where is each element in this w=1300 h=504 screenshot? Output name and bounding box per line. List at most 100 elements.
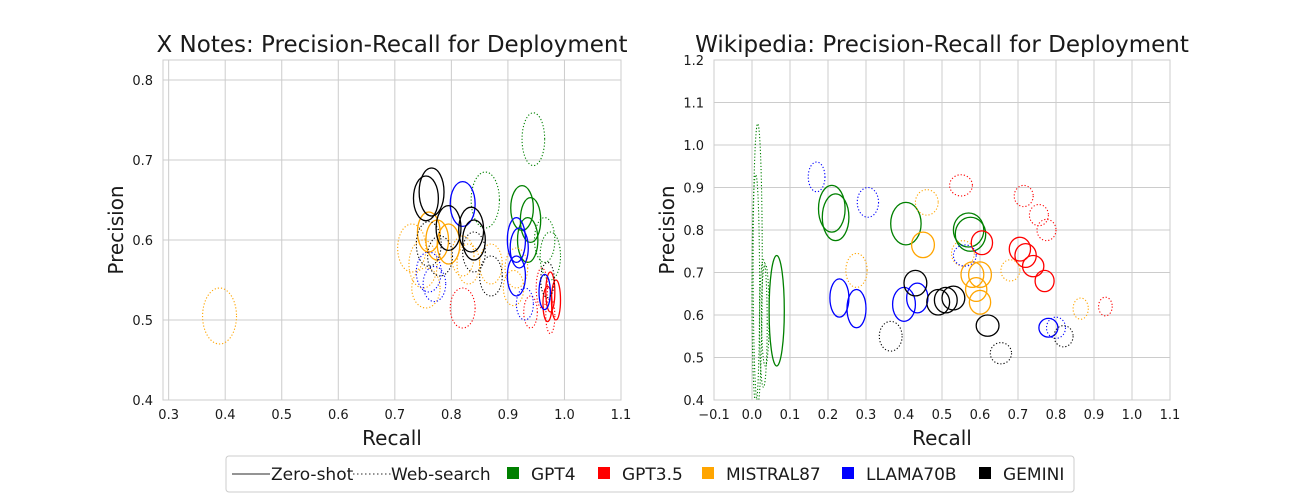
wikipedia-ellipse-gpt4-dotted bbox=[752, 123, 763, 400]
xnotes-ellipse-llama70b-solid bbox=[509, 227, 529, 269]
wikipedia-ellipse-gpt35-dotted bbox=[949, 174, 973, 197]
wikipedia-ellipse-llama70b-dotted bbox=[952, 244, 977, 267]
wikipedia-ellipse-mistral87-dotted bbox=[845, 252, 868, 288]
wikipedia-ellipse-llama70b-dotted bbox=[856, 186, 880, 218]
wikipedia-ellipse-gpt4-solid bbox=[817, 184, 846, 233]
wikipedia-ellipse-gpt35-solid bbox=[970, 230, 994, 256]
legend-label-gpt4: GPT4 bbox=[531, 465, 576, 485]
xnotes-ellipse-gpt4-solid bbox=[516, 216, 539, 264]
xnotes-y-tick-label: 0.8 bbox=[132, 74, 153, 89]
wikipedia-y-tick-label: 0.4 bbox=[683, 394, 704, 409]
wikipedia-ellipse-gpt35-solid bbox=[1034, 269, 1055, 293]
wikipedia-ellipse-gpt4-dotted bbox=[759, 259, 768, 388]
xnotes-y-tick-label: 0.7 bbox=[132, 154, 153, 169]
xnotes-ellipse-gemini-dotted bbox=[479, 255, 503, 297]
wikipedia-x-tick-label: 0.0 bbox=[742, 408, 763, 423]
xnotes-x-tick-label: 0.5 bbox=[271, 408, 292, 423]
xnotes-ellipse-llama70b-dotted bbox=[422, 265, 447, 303]
wikipedia-y-tick-label: 0.5 bbox=[683, 352, 704, 367]
xnotes-ellipse-llama70b-solid bbox=[538, 273, 551, 311]
xnotes-ellipse-llama70b-dotted bbox=[415, 251, 442, 293]
xnotes-ellipse-llama70b-solid bbox=[506, 216, 527, 264]
wikipedia-x-tick-label: 0.3 bbox=[856, 408, 877, 423]
wikipedia-plot-frame bbox=[713, 59, 1171, 401]
wikipedia-y-tick-label: 1.2 bbox=[683, 54, 704, 69]
xnotes-x-tick-label: 0.8 bbox=[441, 408, 462, 423]
xnotes-ellipse-gpt35-solid bbox=[542, 285, 553, 323]
wikipedia-x-tick-label: 0.2 bbox=[818, 408, 839, 423]
wikipedia-ellipse-mistral87-dotted bbox=[914, 189, 939, 216]
xnotes-y-tick-label: 0.4 bbox=[132, 394, 153, 409]
wikipedia-ellipse-llama70b-solid bbox=[1038, 317, 1059, 338]
wikipedia-ellipse-gpt35-solid bbox=[1021, 254, 1045, 278]
wikipedia-ellipse-gpt4-solid bbox=[954, 216, 987, 252]
wikipedia-y-ticks: 0.4 0.5 0.6 0.7 0.8 0.9 1.0 1.1 1.2 bbox=[683, 54, 704, 409]
xnotes-ellipses bbox=[202, 112, 562, 345]
xnotes-x-tick-label: 1.0 bbox=[554, 408, 575, 423]
legend-swatch-gpt4 bbox=[507, 467, 519, 479]
wikipedia-ellipse-gemini-dotted bbox=[989, 342, 1013, 365]
legend-label-llama70b: LLAMA70B bbox=[866, 465, 957, 485]
xnotes-ellipse-gemini-dotted bbox=[540, 261, 555, 299]
xnotes-plot: 0.3 0.4 0.5 0.6 0.7 0.8 0.9 1.0 1.1 0.4 0.5 0.6 0.7… bbox=[104, 32, 631, 450]
xnotes-ellipse-mistral87-dotted bbox=[397, 223, 427, 273]
wikipedia-plot: −0.1 0.0 0.1 0.2 0.3 0.4 0.5 0.6 0.7 0.8 0.9 1.0 1.1… bbox=[655, 32, 1189, 450]
wikipedia-ellipse-mistral87-dotted bbox=[1072, 297, 1089, 320]
xnotes-ellipse-mistral87-dotted bbox=[479, 243, 503, 285]
xnotes-ellipse-gemini-solid bbox=[412, 175, 440, 222]
xnotes-ellipse-gpt35-solid bbox=[550, 279, 562, 321]
xnotes-ellipse-mistral87-dotted bbox=[504, 247, 529, 289]
xnotes-x-tick-label: 0.6 bbox=[328, 408, 349, 423]
wikipedia-x-tick-label: 0.8 bbox=[1046, 408, 1067, 423]
xnotes-ellipse-mistral87-dotted bbox=[202, 287, 238, 345]
legend-swatch-gemini bbox=[979, 467, 991, 479]
wikipedia-ellipse-gpt4-dotted bbox=[751, 174, 761, 400]
xnotes-ellipse-gpt35-dotted bbox=[523, 295, 538, 329]
xnotes-ellipse-gemini-solid bbox=[418, 167, 445, 217]
wikipedia-x-axis-label: Recall bbox=[912, 426, 972, 450]
xnotes-ellipse-gpt35-dotted bbox=[449, 287, 476, 329]
xnotes-ellipse-gemini-solid bbox=[462, 219, 486, 261]
xnotes-grid bbox=[163, 60, 622, 401]
xnotes-ellipse-mistral87-dotted bbox=[408, 239, 438, 289]
xnotes-ellipse-llama70b-dotted bbox=[515, 287, 534, 321]
legend-label-zero-shot: Zero-shot bbox=[271, 465, 354, 485]
wikipedia-ellipse-gemini-solid bbox=[926, 288, 951, 316]
wikipedia-x-tick-label: 0.7 bbox=[1008, 408, 1029, 423]
wikipedia-ellipse-gpt35-dotted bbox=[1013, 184, 1034, 208]
wikipedia-ellipse-llama70b-dotted bbox=[1045, 316, 1067, 339]
wikipedia-ellipse-gpt35-solid bbox=[1008, 236, 1032, 262]
wikipedia-y-tick-label: 1.1 bbox=[683, 97, 704, 112]
xnotes-y-axis-label: Precision bbox=[104, 185, 128, 274]
xnotes-ellipse-mistral87-solid bbox=[436, 223, 461, 265]
wikipedia-title: Wikipedia: Precision-Recall for Deployme… bbox=[695, 32, 1189, 58]
wikipedia-ellipse-gemini-solid bbox=[975, 314, 1000, 337]
wikipedia-ellipse-mistral87-dotted bbox=[950, 240, 975, 267]
wikipedia-ellipse-gpt4-solid bbox=[821, 193, 850, 242]
wikipedia-ellipse-mistral87-solid bbox=[960, 261, 985, 289]
wikipedia-x-tick-label: 0.6 bbox=[970, 408, 991, 423]
wikipedia-x-ticks: −0.1 0.0 0.1 0.2 0.3 0.4 0.5 0.6 0.7 0.8 0.9 1.0 1.1 bbox=[698, 408, 1180, 423]
xnotes-ellipse-gpt4-dotted bbox=[533, 217, 556, 263]
wikipedia-x-tick-label: 0.9 bbox=[1084, 408, 1105, 423]
wikipedia-ellipse-gpt35-dotted bbox=[1098, 296, 1113, 317]
xnotes-ellipse-gpt4-dotted bbox=[521, 112, 546, 167]
wikipedia-ellipse-llama70b-solid bbox=[846, 288, 867, 329]
xnotes-x-tick-label: 0.3 bbox=[158, 408, 179, 423]
xnotes-plot-frame bbox=[162, 59, 622, 401]
xnotes-ellipse-gemini-solid bbox=[435, 204, 462, 252]
legend-swatch-mistral87 bbox=[702, 467, 714, 479]
wikipedia-ellipse-gemini-solid bbox=[933, 286, 958, 314]
xnotes-ellipse-llama70b-solid bbox=[506, 255, 527, 297]
xnotes-ellipse-gpt35-solid bbox=[545, 271, 556, 313]
wikipedia-ellipse-mistral87-solid bbox=[968, 289, 992, 315]
legend-label-web-search: Web-search bbox=[391, 465, 491, 485]
wikipedia-y-tick-label: 0.9 bbox=[683, 182, 704, 197]
legend-swatch-gpt35 bbox=[598, 467, 610, 479]
wikipedia-ellipse-gpt35-dotted bbox=[1036, 218, 1057, 242]
wikipedia-y-tick-label: 0.7 bbox=[683, 267, 704, 282]
wikipedia-ellipse-llama70b-solid bbox=[829, 278, 850, 318]
wikipedia-ellipse-gemini-solid bbox=[941, 285, 966, 311]
wikipedia-x-tick-label: −0.1 bbox=[698, 408, 730, 423]
wikipedia-x-tick-label: 1.0 bbox=[1122, 408, 1143, 423]
